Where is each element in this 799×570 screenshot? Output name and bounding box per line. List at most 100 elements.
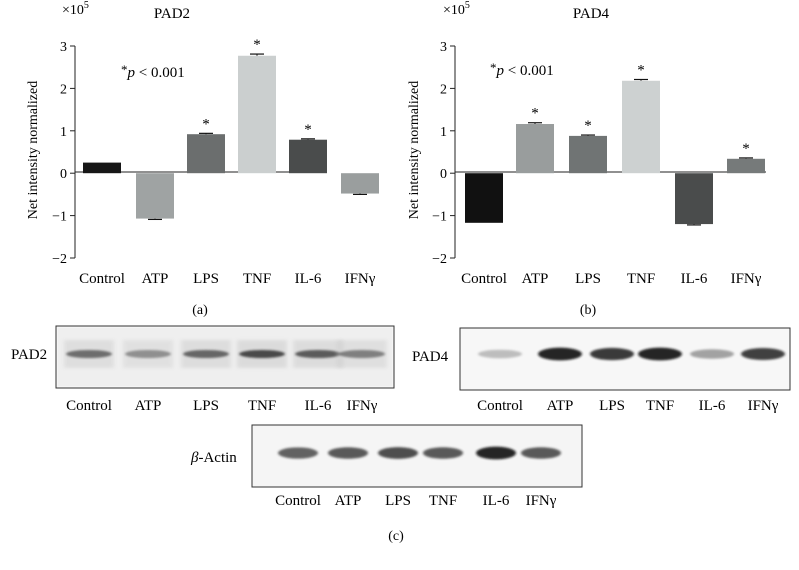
lane-label: Control [477, 398, 523, 414]
lane-label: TNF [429, 493, 457, 509]
x-tick-label: LPS [575, 271, 601, 287]
y-tick-label: −2 [52, 252, 67, 267]
y-tick-label: −1 [432, 210, 447, 225]
significance-star: * [531, 106, 539, 122]
bar-tnf [622, 80, 660, 174]
bar-atp [516, 124, 554, 174]
blot-band [295, 350, 341, 358]
y-axis-label: Net intensity normalized [407, 81, 422, 219]
lane-label: ATP [335, 493, 362, 509]
pad2-western-blot: PAD2 Control ATP LPS TNF IL-6 IFNγ [11, 325, 395, 414]
y-tick-label: −1 [52, 210, 67, 225]
bar-tnf [238, 55, 276, 174]
chart-title: PAD4 [573, 6, 610, 22]
blot-band [328, 447, 368, 459]
lane-label: IL-6 [483, 493, 510, 509]
blot-band [278, 447, 318, 459]
lane-label: TNF [248, 398, 276, 414]
blot-band [690, 349, 734, 359]
x-tick-label: Control [79, 271, 125, 287]
blot-band [741, 348, 785, 360]
bar-il6 [675, 173, 713, 225]
significance-note: *p < 0.001 [490, 60, 554, 79]
blot-band [590, 347, 634, 361]
blot-band [66, 350, 112, 358]
lane-label: ATP [547, 398, 574, 414]
x-tick-label: ATP [142, 271, 169, 287]
lane-label: LPS [193, 398, 219, 414]
bar-control [83, 162, 121, 174]
significance-star: * [253, 37, 261, 53]
significance-star: * [584, 118, 592, 134]
blot-band [478, 349, 522, 359]
significance-note: *p < 0.001 [121, 62, 185, 81]
panel-label-c: (c) [388, 529, 404, 544]
blot-band [638, 347, 682, 361]
blot-label: PAD2 [11, 347, 47, 363]
blot-band [125, 350, 171, 358]
y-tick-label: 1 [440, 125, 447, 140]
lane-label: Control [66, 398, 112, 414]
blot-frame [459, 327, 791, 391]
x-tick-label: TNF [627, 271, 655, 287]
lane-label: IL-6 [699, 398, 726, 414]
lane-label: Control [275, 493, 321, 509]
lane-label: TNF [646, 398, 674, 414]
significance-star: * [202, 116, 210, 132]
lane-label: IL-6 [305, 398, 332, 414]
significance-star: * [304, 122, 312, 138]
y-tick-label: 1 [60, 125, 67, 140]
blot-band [239, 350, 285, 358]
x-tick-label: TNF [243, 271, 271, 287]
bar-ifn [341, 173, 379, 194]
blot-band [183, 350, 229, 358]
lane-label: IFNγ [748, 398, 779, 414]
y-multiplier: ×105 [62, 0, 89, 18]
significance-star: * [637, 62, 645, 78]
y-tick-label: 0 [60, 167, 67, 182]
bar-control [465, 173, 503, 223]
lane-label: LPS [385, 493, 411, 509]
bar-ifn [727, 158, 765, 174]
blot-label: PAD4 [412, 349, 449, 365]
bar-atp [136, 173, 174, 219]
pad2-bar-chart: PAD2 ×105 Net intensity normalized *p < … [26, 0, 379, 318]
pad4-bar-chart: PAD4 ×105 Net intensity normalized *p < … [407, 0, 766, 318]
y-tick-label: −2 [432, 252, 447, 267]
blot-band [423, 447, 463, 459]
x-tick-label: IFNγ [731, 271, 762, 287]
blot-band [339, 350, 385, 358]
panel-label-a: (a) [192, 303, 208, 318]
panel-label-b: (b) [580, 303, 597, 318]
bar-lps [187, 134, 225, 174]
blot-band [521, 447, 561, 459]
significance-star: * [742, 141, 750, 157]
x-tick-label: IL-6 [295, 271, 322, 287]
x-tick-label: LPS [193, 271, 219, 287]
bar-lps [569, 135, 607, 174]
blot-label: β-Actin [190, 450, 237, 466]
y-tick-label: 2 [60, 82, 67, 97]
actin-western-blot: β-Actin Control ATP LPS TNF IL-6 IFNγ [190, 424, 583, 509]
blot-band [476, 446, 516, 460]
lane-label: IFNγ [347, 398, 378, 414]
blot-band [378, 447, 418, 459]
y-tick-label: 3 [440, 40, 447, 55]
y-tick-label: 3 [60, 40, 67, 55]
x-tick-label: IL-6 [681, 271, 708, 287]
lane-label: LPS [599, 398, 625, 414]
bar-il6 [289, 139, 327, 174]
y-multiplier: ×105 [443, 0, 470, 18]
y-tick-label: 0 [440, 167, 447, 182]
chart-title: PAD2 [154, 6, 190, 22]
lane-label: ATP [135, 398, 162, 414]
x-tick-label: Control [461, 271, 507, 287]
lane-label: IFNγ [526, 493, 557, 509]
x-tick-label: ATP [522, 271, 549, 287]
y-axis-label: Net intensity normalized [26, 81, 41, 219]
pad4-western-blot: PAD4 Control ATP LPS TNF IL-6 IFNγ [412, 327, 791, 414]
blot-band [538, 347, 582, 361]
x-tick-label: IFNγ [345, 271, 376, 287]
y-tick-label: 2 [440, 82, 447, 97]
